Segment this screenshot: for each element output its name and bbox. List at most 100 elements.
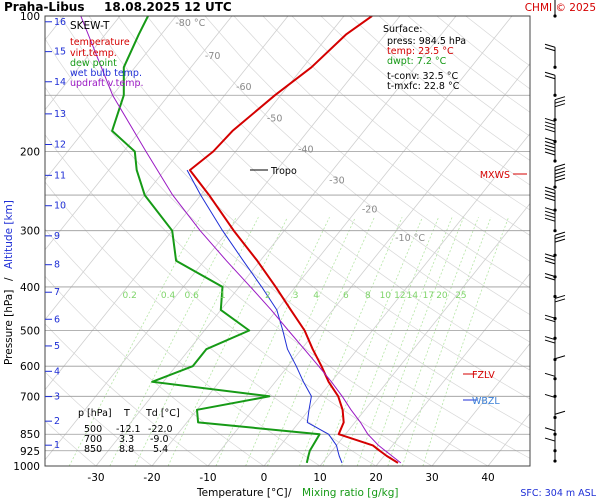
wind-barb-flag xyxy=(554,103,566,108)
wind-barb-flag xyxy=(544,437,556,442)
pressure-tick-label: 100 xyxy=(20,11,40,23)
wind-barb-flag xyxy=(544,256,556,261)
wind-barb-flag xyxy=(544,121,556,126)
wind-barb-flag xyxy=(544,197,556,202)
dry-adiabat xyxy=(117,16,530,371)
legend-virt-temp: virt.temp. xyxy=(70,48,117,59)
isotherm-label: -20 xyxy=(362,205,378,216)
legend-dew-point: dew point xyxy=(70,58,117,69)
altitude-tick-label: 11 xyxy=(54,170,66,181)
altitude-tick-label: 14 xyxy=(54,77,66,88)
surface-title: Surface: xyxy=(383,24,422,35)
pressure-tick-label: 925 xyxy=(20,446,40,458)
x-axis-label-temp: Temperature [°C] xyxy=(196,487,288,499)
mixing-ratio-labels: 0.2 0.4 0.6 1 2 3 4 6 8 10 12 14 17 20 25 xyxy=(123,291,467,301)
isotherm xyxy=(45,16,345,391)
wind-barb-flag xyxy=(544,207,556,212)
station-name: Praha-Libus xyxy=(4,0,84,14)
mixing-ratio-label: 10 xyxy=(380,291,392,301)
isotherm-label: -50 xyxy=(267,113,283,124)
surface-tconv: t-conv: 32.5 °C xyxy=(387,71,458,82)
isotherm-label: -80 °C xyxy=(175,18,205,29)
isotherm xyxy=(319,202,530,466)
isotherm xyxy=(45,16,177,181)
fzlv-label: FZLV xyxy=(472,370,495,381)
temperature-line xyxy=(188,16,399,464)
wind-barb-flag xyxy=(544,372,556,377)
copyright: CHMI © 2025 xyxy=(525,2,596,14)
altitude-tick-label: 12 xyxy=(54,140,66,151)
wind-barb xyxy=(553,294,566,321)
wind-barbs xyxy=(544,0,566,463)
wind-barb-flag xyxy=(544,117,556,122)
wind-barb-flag xyxy=(544,128,556,133)
levels-table: p [hPa] T Td [°C] 500 -12.1 -22.0 700 3.… xyxy=(78,408,180,455)
mixing-ratio-label: 4 xyxy=(313,291,319,301)
legend-title: SKEW-T xyxy=(70,20,110,32)
wind-barb-flag xyxy=(554,238,566,243)
isotherm-label: -10 °C xyxy=(395,233,425,244)
wind-barb-flag xyxy=(544,75,556,80)
wind-barb xyxy=(544,372,557,398)
wind-barb-flag xyxy=(544,339,556,344)
mixing-ratio-label: 1 xyxy=(220,291,226,301)
y-axis-label-sep: / xyxy=(3,277,15,281)
isotherm xyxy=(375,272,530,466)
surface-dwpt: dwpt: 7.2 °C xyxy=(387,56,447,67)
x-axis-label-sep: / xyxy=(288,487,292,499)
wind-barb xyxy=(544,71,557,97)
isotherm xyxy=(45,16,121,111)
table-row-p: 700 xyxy=(84,434,102,445)
mixing-ratio-label: 14 xyxy=(407,291,419,301)
isotherm xyxy=(95,16,457,466)
mixing-ratio-label: 0.6 xyxy=(185,291,200,301)
isotherm xyxy=(544,16,600,466)
temperature-tick-label: 30 xyxy=(425,472,438,484)
pressure-tick-label: 500 xyxy=(20,326,40,338)
pressure-tick-label: 1000 xyxy=(13,461,40,473)
x-axis-label-mix: Mixing ratio [g/kg] xyxy=(302,487,398,499)
wind-barb xyxy=(553,163,566,189)
wind-barb-flag xyxy=(554,410,566,415)
wind-barb-flag xyxy=(554,99,566,104)
isotherm-label: -30 xyxy=(329,176,345,187)
wind-barb xyxy=(544,137,557,163)
isotherm xyxy=(45,16,233,251)
mixing-ratio-label: 20 xyxy=(436,291,448,301)
mixing-ratio-line xyxy=(370,217,465,466)
mixing-ratio-line xyxy=(167,217,288,466)
temperature-tick-label: -20 xyxy=(143,472,160,484)
temperature-ticks: -30 -20 -10 0 10 20 30 40 xyxy=(87,472,494,484)
altitude-tick-label: 3 xyxy=(54,392,60,403)
pressure-tick-label: 300 xyxy=(20,226,40,238)
plot-frame xyxy=(44,15,531,467)
wind-barb-flag xyxy=(544,253,556,258)
wind-barb-flag xyxy=(544,214,556,219)
wind-barb-flag xyxy=(544,151,556,156)
pressure-tick-label: 200 xyxy=(20,146,40,158)
wind-barb xyxy=(544,314,557,340)
y-axis-label-altitude: Altitude [km] xyxy=(3,200,15,269)
table-header-t: T xyxy=(123,408,130,419)
table-row-p: 500 xyxy=(84,424,102,435)
pressure-ticks: 100 200 300 400 500 600 700 850 925 1000 xyxy=(13,11,40,473)
dry-adiabat xyxy=(436,16,530,90)
legend-wet-bulb: wet bulb temp. xyxy=(70,68,142,79)
pressure-tick-label: 400 xyxy=(20,282,40,294)
altitude-tick-label: 9 xyxy=(54,231,60,242)
altitude-tick-label: 15 xyxy=(54,47,66,58)
dew-point-line xyxy=(111,16,321,464)
tropo-label: Tropo xyxy=(270,166,297,177)
mixing-ratio-label: 6 xyxy=(343,291,349,301)
wind-barb xyxy=(553,96,566,122)
wind-barb xyxy=(553,231,566,257)
wind-barb-flag xyxy=(544,124,556,129)
profile-curves xyxy=(80,16,402,464)
mixing-ratio-line xyxy=(68,217,201,466)
wind-barb-flag xyxy=(544,276,556,281)
wind-barb-flag xyxy=(544,217,556,222)
wind-barb-flag xyxy=(544,141,556,145)
mixing-ratio-label: 12 xyxy=(394,291,405,301)
table-row-td: -22.0 xyxy=(148,424,173,435)
temperature-tick-label: 0 xyxy=(261,472,268,484)
